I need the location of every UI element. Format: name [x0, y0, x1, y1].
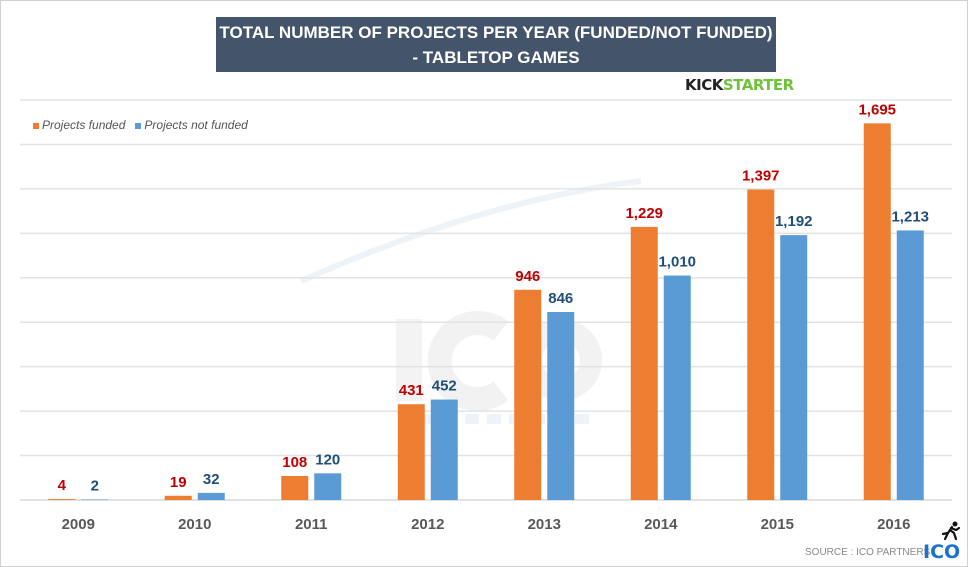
bar-2012-not-funded	[430, 399, 458, 500]
bar-2015-funded	[747, 189, 775, 501]
title-line-1: TOTAL NUMBER OF PROJECTS PER YEAR (FUNDE…	[219, 23, 773, 42]
bar-2015-not-funded	[780, 235, 808, 500]
data-label: 846	[548, 290, 573, 307]
bar-2014-funded	[630, 226, 658, 500]
ico-logo: ICO	[923, 541, 961, 563]
bar-2009-not-funded	[81, 499, 109, 501]
x-tick-label: 2014	[644, 516, 678, 533]
x-tick-label: 2013	[528, 516, 561, 533]
bar-2011-funded	[281, 476, 309, 500]
runner-icon	[941, 521, 961, 541]
data-label: 946	[515, 268, 540, 285]
bar-2012-funded	[397, 404, 425, 500]
data-label: 1,010	[658, 254, 696, 271]
chart-title: TOTAL NUMBER OF PROJECTS PER YEAR (FUNDE…	[216, 17, 776, 72]
x-tick-label: 2011	[295, 516, 328, 533]
data-label: 108	[282, 454, 307, 471]
data-label: 120	[315, 451, 340, 468]
watermark-swoosh	[299, 178, 642, 284]
data-label: 452	[432, 378, 457, 395]
logo-starter: STARTER	[722, 76, 794, 94]
bar-2010-funded	[164, 495, 192, 500]
data-label: 19	[170, 474, 187, 491]
legend-label-funded: Projects funded	[42, 118, 126, 132]
x-tick-label: 2012	[411, 516, 444, 533]
legend: Projects funded Projects not funded	[33, 118, 248, 132]
data-label: 4	[58, 477, 67, 494]
x-tick-label: 2009	[62, 516, 95, 533]
x-tick-label: 2016	[877, 516, 910, 533]
data-label: 1,213	[891, 208, 929, 225]
data-label: 1,229	[625, 205, 663, 222]
bar-2013-not-funded	[547, 312, 575, 500]
bar-2010-not-funded	[197, 492, 225, 500]
logo-kick: KICK	[685, 76, 723, 94]
bar-2014-not-funded	[663, 275, 691, 500]
watermark	[299, 178, 642, 424]
bar-2013-funded	[514, 289, 542, 500]
legend-label-not-funded: Projects not funded	[144, 118, 248, 132]
bar-2009-funded	[48, 499, 76, 500]
legend-swatch-funded	[33, 123, 39, 129]
data-label: 1,695	[858, 101, 896, 118]
data-label: 1,397	[742, 168, 780, 185]
source-note: SOURCE : ICO PARTNERS	[805, 547, 931, 558]
title-line-2: - TABLETOP GAMES	[412, 48, 580, 67]
data-label: 1,192	[775, 213, 813, 230]
x-tick-label: 2010	[178, 516, 211, 533]
watermark-letter-c	[427, 311, 509, 411]
watermark-letter-i	[396, 319, 422, 401]
bar-2016-funded	[863, 123, 891, 500]
kickstarter-logo: KICKSTARTER	[685, 76, 794, 94]
data-label: 32	[203, 471, 220, 488]
data-label: 431	[399, 382, 424, 399]
legend-swatch-not-funded	[135, 123, 142, 129]
data-label: 2	[91, 478, 99, 495]
bar-2016-not-funded	[896, 230, 924, 500]
bar-2011-not-funded	[314, 473, 342, 500]
x-tick-label: 2015	[761, 516, 794, 533]
